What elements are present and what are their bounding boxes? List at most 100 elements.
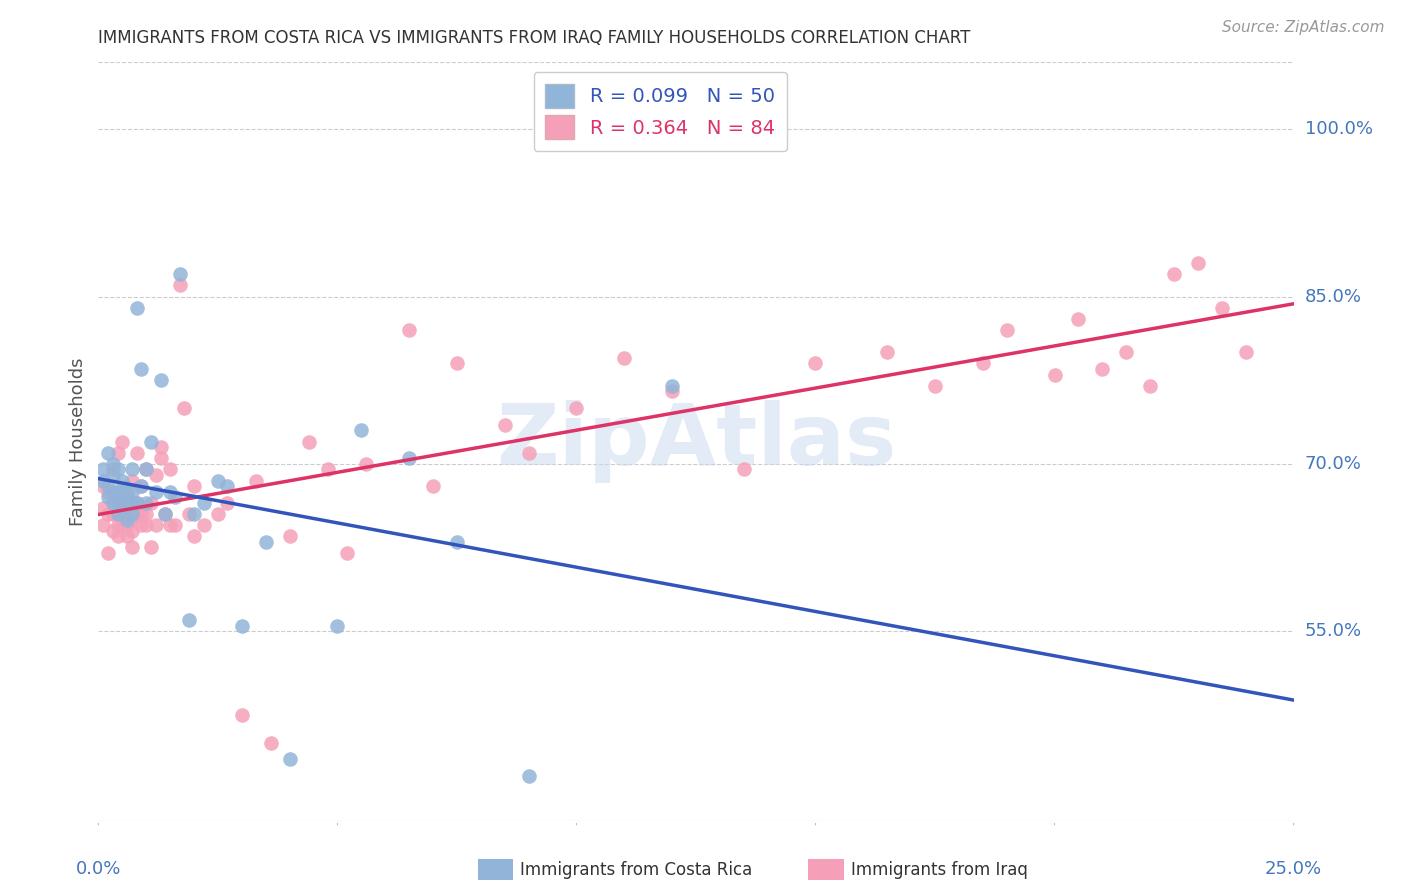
Point xyxy=(111,507,134,521)
Point xyxy=(131,362,153,376)
Point xyxy=(422,479,444,493)
Point xyxy=(159,462,181,476)
Point xyxy=(1067,312,1090,326)
Point xyxy=(131,479,153,493)
Point xyxy=(149,373,172,387)
Point xyxy=(183,529,205,543)
Point xyxy=(159,518,181,533)
Point xyxy=(121,507,143,521)
Point xyxy=(135,462,157,476)
Point xyxy=(179,613,201,627)
Y-axis label: Family Households: Family Households xyxy=(69,358,87,525)
Point xyxy=(354,457,377,471)
Point xyxy=(135,518,157,533)
Point xyxy=(125,301,148,315)
Point xyxy=(121,462,143,476)
Point xyxy=(97,446,120,460)
Point xyxy=(254,535,277,549)
Point xyxy=(101,484,124,499)
Text: ZipAtlas: ZipAtlas xyxy=(496,400,896,483)
Text: 0.0%: 0.0% xyxy=(76,860,121,878)
Point xyxy=(121,474,143,488)
Text: Source: ZipAtlas.com: Source: ZipAtlas.com xyxy=(1222,20,1385,35)
Point xyxy=(193,518,215,533)
Point xyxy=(163,491,186,505)
Point xyxy=(121,541,143,555)
Point xyxy=(145,468,167,483)
Point xyxy=(217,479,239,493)
Point xyxy=(398,323,420,337)
Point xyxy=(135,496,157,510)
Point xyxy=(1211,301,1233,315)
Point xyxy=(145,518,167,533)
Point xyxy=(107,529,129,543)
Point xyxy=(139,541,162,555)
Point xyxy=(135,462,157,476)
Point xyxy=(398,451,420,466)
Point xyxy=(107,518,129,533)
Point xyxy=(661,384,683,399)
Point xyxy=(97,479,120,493)
Point xyxy=(155,507,177,521)
Point xyxy=(326,618,349,632)
Point xyxy=(924,378,946,392)
Point xyxy=(111,434,134,449)
Point xyxy=(107,507,129,521)
Point xyxy=(245,474,267,488)
Point xyxy=(101,468,124,483)
Point xyxy=(101,496,124,510)
Point xyxy=(804,356,827,371)
Point xyxy=(131,479,153,493)
Point xyxy=(97,507,120,521)
Point xyxy=(207,507,229,521)
Point xyxy=(217,496,239,510)
Point xyxy=(207,474,229,488)
Point xyxy=(1163,268,1185,282)
Point xyxy=(183,507,205,521)
Text: 70.0%: 70.0% xyxy=(1305,455,1361,473)
Point xyxy=(163,518,186,533)
Point xyxy=(1234,345,1257,359)
Point xyxy=(517,446,540,460)
Point xyxy=(613,351,636,365)
Point xyxy=(193,496,215,510)
Text: 25.0%: 25.0% xyxy=(1265,860,1322,878)
Point xyxy=(446,535,468,549)
Point xyxy=(101,496,124,510)
Text: 85.0%: 85.0% xyxy=(1305,287,1361,306)
Point xyxy=(125,507,148,521)
Point xyxy=(139,496,162,510)
Point xyxy=(183,479,205,493)
Legend: R = 0.099   N = 50, R = 0.364   N = 84: R = 0.099 N = 50, R = 0.364 N = 84 xyxy=(533,72,787,151)
Text: 100.0%: 100.0% xyxy=(1305,120,1372,138)
Text: IMMIGRANTS FROM COSTA RICA VS IMMIGRANTS FROM IRAQ FAMILY HOUSEHOLDS CORRELATION: IMMIGRANTS FROM COSTA RICA VS IMMIGRANTS… xyxy=(98,29,970,47)
Point xyxy=(111,484,134,499)
Point xyxy=(565,401,588,416)
Point xyxy=(125,446,148,460)
Text: 55.0%: 55.0% xyxy=(1305,622,1362,640)
Point xyxy=(111,474,134,488)
Point xyxy=(661,378,683,392)
Point xyxy=(115,518,138,533)
Point xyxy=(131,518,153,533)
Point xyxy=(179,507,201,521)
Point xyxy=(115,491,138,505)
Point xyxy=(159,484,181,499)
Point xyxy=(97,546,120,560)
Point xyxy=(101,507,124,521)
Point xyxy=(278,529,301,543)
Point xyxy=(125,496,148,510)
Point xyxy=(111,501,134,516)
Point xyxy=(111,496,134,510)
Point xyxy=(517,769,540,783)
Point xyxy=(111,518,134,533)
Point xyxy=(169,278,191,293)
Point xyxy=(1115,345,1137,359)
Point xyxy=(231,707,253,722)
Point xyxy=(121,496,143,510)
Point xyxy=(91,479,114,493)
Point xyxy=(155,507,177,521)
Point xyxy=(1091,362,1114,376)
Point xyxy=(91,462,114,476)
Point xyxy=(259,736,281,750)
